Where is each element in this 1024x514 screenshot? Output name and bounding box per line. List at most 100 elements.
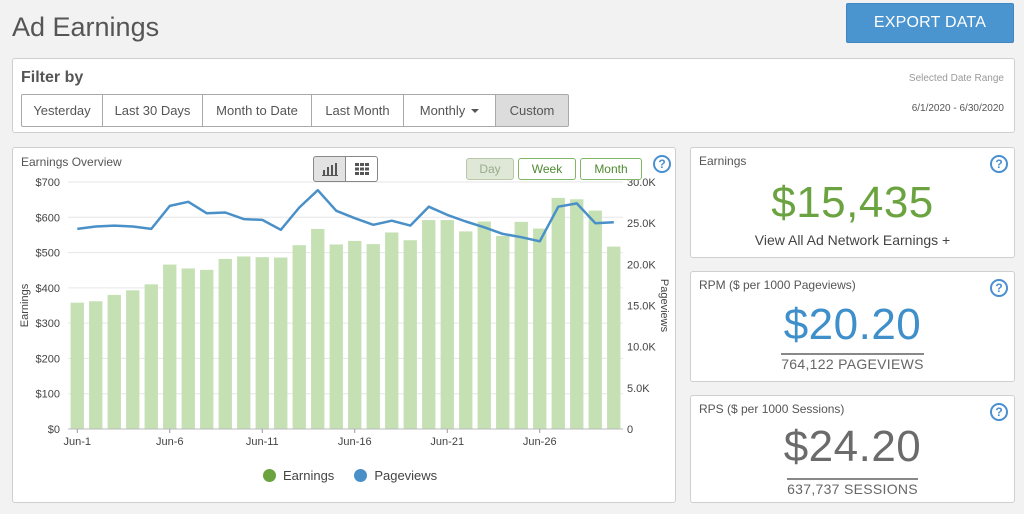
x-tick-label: Jun-6 [156, 436, 184, 448]
y2-tick-label: 10.0K [627, 342, 656, 354]
grid-icon [354, 163, 369, 175]
earnings-bar [181, 268, 195, 429]
filter-last-month-label: Last Month [325, 103, 390, 118]
earnings-bar [477, 221, 491, 429]
earnings-bar [292, 245, 306, 429]
bar-chart-icon [321, 163, 338, 176]
y-tick-label: $400 [36, 283, 60, 295]
period-month-button[interactable]: Month [580, 158, 642, 180]
earnings-bar [496, 235, 510, 429]
earnings-bar [551, 197, 565, 429]
earnings-bar [348, 240, 362, 429]
earnings-bar [218, 258, 232, 429]
chart-title: Earnings Overview [21, 155, 122, 169]
y2-tick-label: 25.0K [627, 218, 656, 230]
rpm-card-label: RPM ($ per 1000 Pageviews) [699, 278, 856, 292]
bar-view-button[interactable] [313, 156, 346, 182]
x-tick-label: Jun-26 [523, 436, 557, 448]
earnings-bar [588, 210, 602, 429]
rps-sessions: 637,737 SESSIONS [787, 478, 918, 497]
rpm-pageviews: 764,122 PAGEVIEWS [781, 353, 924, 372]
y2-tick-label: 5.0K [627, 383, 650, 395]
filter-custom-label: Custom [509, 103, 555, 118]
x-tick-label: Jun-11 [246, 436, 279, 448]
y-tick-label: $300 [36, 318, 60, 330]
y-tick-label: $100 [36, 389, 60, 401]
legend-item-pageviews[interactable]: Pageviews [354, 468, 437, 483]
period-day-button[interactable]: Day [466, 158, 514, 180]
period-day-label: Day [479, 162, 501, 176]
earnings-overview-panel: $0 $100 $200 $300 $400 $500 $600 $700 0 5.0K 10.0K… [12, 147, 676, 503]
earnings-bar [163, 264, 177, 429]
rps-card-label: RPS ($ per 1000 Sessions) [699, 402, 845, 416]
period-week-label: Week [531, 162, 563, 176]
rpm-help-icon[interactable]: ? [990, 279, 1008, 297]
rps-sub-wrap: 637,737 SESSIONS [691, 478, 1014, 497]
filter-last-month-button[interactable]: Last Month [311, 94, 404, 127]
earnings-value: $15,435 [771, 178, 934, 227]
earnings-bar [144, 284, 158, 429]
earnings-bar [255, 257, 269, 429]
filter-month-to-date-label: Month to Date [216, 103, 298, 118]
filter-title: Filter by [21, 69, 84, 86]
legend-dot-earnings [263, 469, 276, 482]
table-view-button[interactable] [345, 156, 378, 182]
page-title: Ad Earnings [12, 12, 160, 42]
chart-view-toggle [313, 156, 378, 182]
y2-tick-label: 0 [627, 424, 633, 436]
filter-month-to-date-button[interactable]: Month to Date [202, 94, 312, 127]
chart-legend: Earnings Pageviews [263, 468, 457, 483]
y-tick-label: $700 [36, 177, 60, 189]
period-month-label: Month [594, 162, 628, 176]
chart-help-icon[interactable]: ? [653, 155, 671, 173]
selected-range-label: Selected Date Range [908, 73, 1004, 84]
earnings-bar [237, 256, 251, 429]
legend-dot-pageviews [354, 469, 368, 482]
selected-range-value: 6/1/2020 - 6/30/2020 [911, 103, 1004, 114]
earnings-bar [403, 240, 417, 429]
earnings-bar [607, 246, 621, 429]
earnings-bar [440, 220, 454, 429]
earnings-bar [126, 290, 140, 429]
y-tick-label: $500 [36, 248, 60, 260]
earnings-bar [459, 231, 473, 429]
rpm-sub-wrap: 764,122 PAGEVIEWS [691, 353, 1014, 372]
filter-monthly-label: Monthly [419, 103, 466, 118]
filter-last-30-days-label: Last 30 Days [114, 103, 191, 118]
earnings-bar [570, 199, 584, 429]
earnings-bar [385, 232, 399, 429]
x-tick-label: Jun-1 [63, 436, 91, 448]
legend-label-pageviews: Pageviews [374, 468, 438, 483]
export-data-button[interactable]: EXPORT DATA [846, 3, 1014, 43]
y2-tick-label: 30.0K [627, 177, 656, 189]
pageviews-line [77, 188, 614, 243]
earnings-bar [274, 257, 288, 429]
earnings-card-label: Earnings [699, 154, 747, 168]
rps-help-icon[interactable]: ? [990, 403, 1008, 421]
legend-item-earnings[interactable]: Earnings [263, 468, 334, 483]
view-all-earnings-link[interactable]: View All Ad Network Earnings + [754, 232, 951, 248]
earnings-bar [311, 228, 325, 429]
filter-panel: Filter by Yesterday Last 30 Days Month t… [12, 58, 1015, 133]
y-tick-label: $600 [36, 212, 60, 224]
y-tick-label: $0 [48, 424, 60, 436]
y2-tick-label: 15.0K [627, 301, 656, 313]
y-axis-label: Earnings [19, 283, 31, 327]
earnings-bar [200, 269, 214, 429]
date-filter-group: Yesterday Last 30 Days Month to Date Las… [21, 94, 569, 127]
y2-tick-label: 20.0K [627, 259, 656, 271]
earnings-bar [89, 301, 103, 429]
period-week-button[interactable]: Week [518, 158, 576, 180]
earnings-bar [514, 221, 528, 429]
filter-last-30-days-button[interactable]: Last 30 Days [102, 94, 203, 127]
earnings-help-icon[interactable]: ? [990, 155, 1008, 173]
rpm-value: $20.20 [783, 300, 922, 349]
rps-value: $24.20 [783, 422, 922, 471]
filter-monthly-dropdown[interactable]: Monthly [403, 94, 496, 127]
earnings-bar [107, 294, 121, 429]
y2-axis-label: Pageviews [658, 279, 670, 333]
earnings-card: Earnings ? $15,435 View All Ad Network E… [690, 147, 1015, 258]
earnings-bar [70, 302, 84, 429]
filter-custom-button[interactable]: Custom [495, 94, 569, 127]
filter-yesterday-button[interactable]: Yesterday [21, 94, 103, 127]
